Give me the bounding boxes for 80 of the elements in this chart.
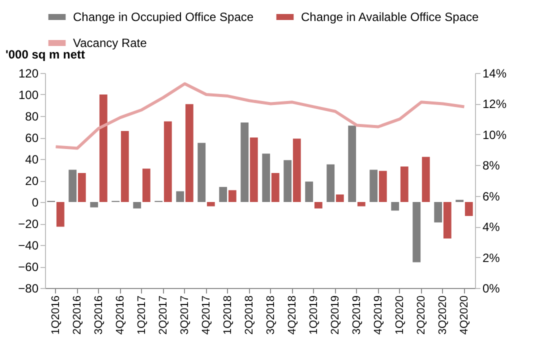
bar bbox=[443, 202, 452, 239]
bar bbox=[434, 202, 442, 222]
y-tick-label: 0 bbox=[32, 196, 39, 210]
bar bbox=[228, 190, 236, 202]
bar bbox=[391, 202, 400, 211]
y2-tick-label: 0% bbox=[482, 282, 500, 296]
legend-label: Change in Occupied Office Space bbox=[73, 10, 254, 24]
bar bbox=[412, 202, 421, 262]
bar bbox=[120, 131, 129, 202]
y2-tick-label: 12% bbox=[482, 97, 507, 112]
x-tick-label: 4Q2019 bbox=[372, 296, 384, 335]
bar bbox=[133, 202, 142, 208]
bar bbox=[348, 126, 356, 202]
bar bbox=[250, 138, 258, 202]
bar bbox=[68, 170, 77, 202]
bar bbox=[305, 182, 314, 202]
bar bbox=[164, 121, 172, 202]
bar bbox=[378, 170, 387, 202]
y-tick-label: −80 bbox=[18, 282, 39, 296]
bar bbox=[90, 202, 98, 208]
y-axis-title: '000 sq m nett bbox=[6, 48, 86, 62]
bar bbox=[206, 202, 215, 206]
x-tick-label: 1Q2016 bbox=[50, 296, 62, 335]
y2-tick-label: 8% bbox=[482, 158, 500, 173]
bar bbox=[176, 191, 184, 202]
bar bbox=[314, 202, 322, 208]
y2-tick-label: 14% bbox=[482, 66, 507, 80]
y-tick-label: −40 bbox=[18, 238, 39, 252]
x-tick-label: 1Q2018 bbox=[222, 296, 234, 335]
x-tick-label: 3Q2017 bbox=[178, 296, 191, 335]
bar bbox=[422, 156, 430, 202]
bar bbox=[284, 160, 292, 202]
bar bbox=[240, 122, 249, 202]
y2-tick-label: 10% bbox=[482, 128, 507, 142]
bar bbox=[271, 172, 280, 202]
y-tick-label: −20 bbox=[18, 217, 39, 231]
x-tick-label: 3Q2018 bbox=[264, 296, 277, 335]
y2-tick-label: 6% bbox=[482, 189, 500, 204]
bar bbox=[370, 170, 378, 202]
bar bbox=[262, 154, 270, 202]
x-tick-label: 2Q2016 bbox=[71, 296, 84, 335]
bar bbox=[198, 142, 206, 202]
y2-tick-label: 4% bbox=[482, 220, 500, 234]
x-tick-label: 4Q2018 bbox=[286, 296, 298, 335]
bar bbox=[400, 166, 408, 202]
x-tick-label: 4Q2020 bbox=[458, 296, 470, 335]
x-tick-label: 4Q2016 bbox=[114, 296, 126, 335]
bar bbox=[292, 138, 301, 202]
x-tick-label: 2Q2019 bbox=[329, 296, 342, 335]
x-tick-label: 4Q2017 bbox=[200, 296, 212, 335]
legend-label: Vacancy Rate bbox=[73, 36, 148, 50]
y2-tick-label: 2% bbox=[482, 250, 500, 265]
y-tick-label: 120 bbox=[18, 66, 39, 80]
x-tick-label: 2Q2020 bbox=[415, 296, 428, 335]
bar bbox=[336, 194, 344, 202]
bar bbox=[464, 202, 473, 216]
legend-label: Change in Available Office Space bbox=[301, 10, 480, 24]
y-tick-label: 80 bbox=[25, 110, 39, 124]
x-tick-label: 3Q2019 bbox=[350, 296, 363, 335]
bar bbox=[357, 202, 366, 206]
y-tick-label: 100 bbox=[18, 88, 39, 102]
x-tick-label: 1Q2017 bbox=[136, 296, 148, 335]
bar bbox=[99, 94, 108, 202]
bar bbox=[326, 164, 335, 202]
line-series bbox=[54, 82, 466, 150]
x-tick-label: 3Q2016 bbox=[92, 296, 105, 335]
y-tick-label: 40 bbox=[25, 152, 39, 166]
bar bbox=[56, 202, 64, 227]
bar bbox=[78, 172, 86, 202]
y-tick-label: 60 bbox=[25, 131, 39, 145]
y-tick-label: 20 bbox=[25, 174, 39, 188]
bar bbox=[142, 168, 150, 202]
x-tick-label: 2Q2018 bbox=[243, 296, 256, 335]
x-tick-label: 3Q2020 bbox=[436, 296, 449, 335]
x-tick-label: 1Q2020 bbox=[394, 296, 406, 335]
bar bbox=[219, 186, 228, 202]
x-tick-label: 1Q2019 bbox=[308, 296, 320, 335]
x-tick-label: 2Q2017 bbox=[157, 296, 170, 335]
bar bbox=[185, 104, 194, 202]
y-tick-label: −60 bbox=[18, 260, 39, 274]
